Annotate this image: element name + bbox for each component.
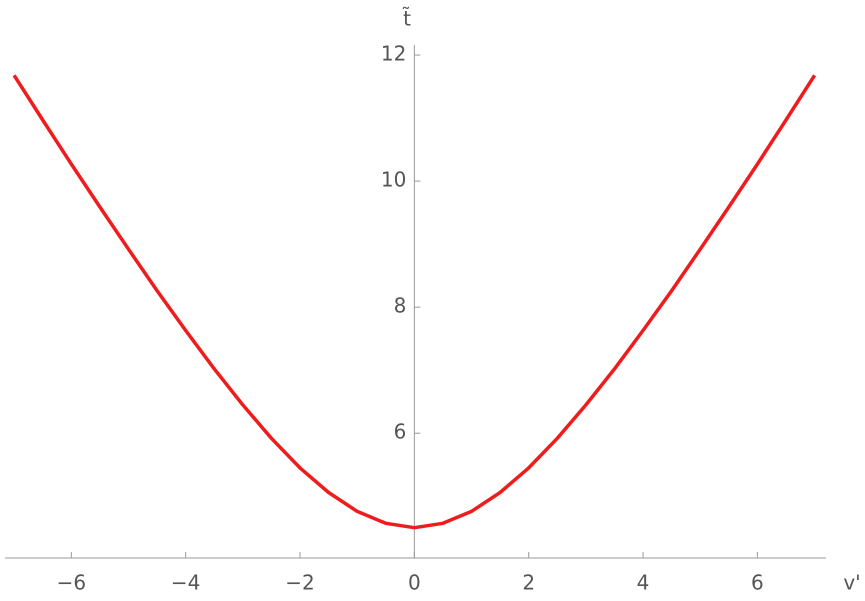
- x-tick-label: −6: [57, 571, 86, 595]
- x-tick-label: 4: [637, 571, 650, 595]
- data-line: [12, 74, 817, 530]
- x-tick-label: 6: [751, 571, 764, 595]
- y-tick-label: 6: [394, 420, 407, 444]
- x-tick-label: 0: [408, 571, 421, 595]
- x-tick-label: −4: [171, 571, 200, 595]
- x-tick-label: 2: [522, 571, 535, 595]
- x-axis-label: v': [843, 571, 860, 595]
- y-axis-label: t̃: [402, 7, 411, 31]
- y-tick-label: 12: [381, 42, 406, 66]
- x-tick-label: −2: [285, 571, 314, 595]
- y-tick-label: 8: [394, 294, 407, 318]
- y-tick-label: 10: [381, 168, 406, 192]
